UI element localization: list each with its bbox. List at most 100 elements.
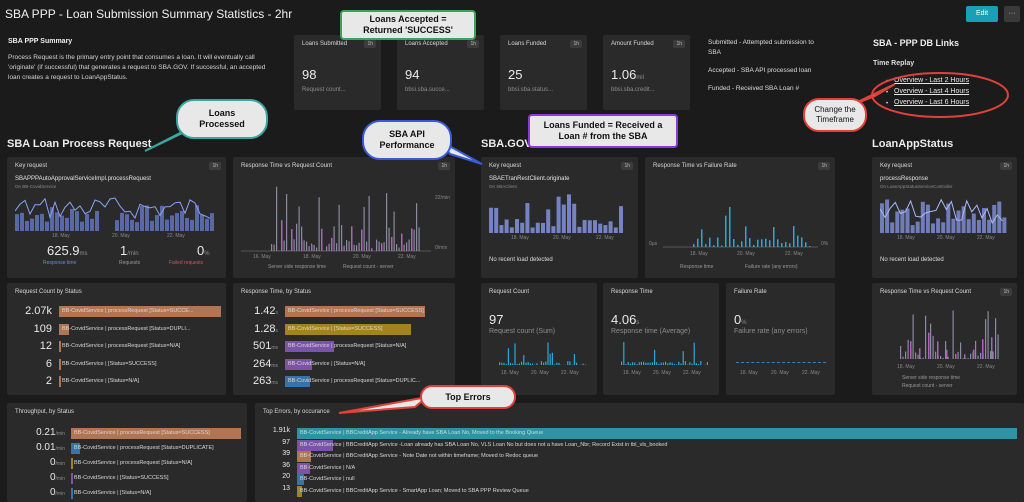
no-load-text: No recent load detected [880, 257, 944, 263]
timeframe-badge: 1h [1000, 162, 1012, 170]
table-row[interactable]: 109 BB-CovidService | processRequest [St… [7, 323, 226, 336]
request-count-bar [338, 204, 340, 251]
table-row[interactable]: 97 BB-CovidService | BBCreditApp Service… [255, 439, 1024, 452]
row-bar [297, 428, 1017, 439]
row-value: 20 [282, 473, 290, 480]
legend-requests: Requests [119, 260, 141, 266]
request-count-bar [985, 319, 987, 359]
rt-vs-count-tile-1[interactable]: Response Time vs Request Count 1h 22/min… [233, 157, 455, 278]
request-count-bar [518, 363, 520, 365]
table-row[interactable]: 6 BB-CovidService | [Status=SUCCESS] [7, 358, 226, 371]
row-bar [285, 376, 311, 387]
table-row[interactable]: 0/min BB-CovidService | [Status=SUCCESS] [7, 472, 247, 485]
y-axis-right: 0% [821, 241, 829, 247]
table-row[interactable]: 36 BB-CovidService | N/A [255, 462, 1024, 475]
tile-title: Throughput, by Status [15, 409, 75, 415]
row-bar [285, 341, 334, 352]
section-sba-loan-process: SBA Loan Process Request [7, 138, 152, 150]
request-count-bar [967, 357, 969, 359]
table-row[interactable]: 0/min BB-CovidService | [Status=N/A] [7, 487, 247, 500]
kpi-tile[interactable]: Loans Accepted 1h 94 bbsi.sba.succe... [397, 35, 484, 110]
table-row[interactable]: 39 BB-CovidService | BBCreditApp Service… [255, 450, 1024, 463]
table-row[interactable]: 501ms BB-CovidService | processRequest [… [233, 340, 455, 353]
response-time-tile[interactable]: Response Time 4.06s Response time (Avera… [603, 283, 719, 395]
row-bar [71, 428, 241, 439]
response-time-bar [321, 228, 323, 251]
kpi-tile[interactable]: Amount Funded 1h 1.06mil bbsi.sba.credit… [603, 35, 690, 110]
request-count-bar [912, 314, 914, 359]
callout-loans-funded: Loans Funded = Received a Loan # from th… [528, 114, 678, 148]
request-bar [525, 203, 530, 233]
kpi-tile[interactable]: Loans Submitted 1h 98 Request count... [294, 35, 381, 110]
count-by-status-tile[interactable]: Request Count by Status 2.07k BB-CovidSe… [7, 283, 226, 395]
table-row[interactable]: 2 BB-CovidService | [Status=N/A] [7, 375, 226, 388]
kpi-tile[interactable]: Loans Funded 1h 25 bbsi.sba.status... [500, 35, 587, 110]
response-time-bar [785, 241, 787, 247]
request-bar [541, 222, 545, 233]
link-overview-4h[interactable]: Overview - Last 4 Hours [894, 88, 970, 95]
link-overview-2h[interactable]: Overview - Last 2 Hours [894, 77, 970, 84]
response-time-bar [656, 362, 658, 365]
failure-rate-sub: Failure rate (any errors) [734, 328, 808, 335]
legend-request-count: Request count - server [902, 383, 953, 389]
table-row[interactable]: 20 BB-CovidService | null [255, 473, 1024, 486]
table-row[interactable]: 0.01/min BB-CovidService | processReques… [7, 442, 247, 455]
table-row[interactable]: 0/min BB-CovidService | processRequest [… [7, 457, 247, 470]
row-label: BB-CovidService | BBCreditApp Service - … [300, 453, 539, 459]
request-bar [587, 220, 592, 233]
key-request-bars [489, 194, 623, 233]
request-count-bar [995, 318, 997, 359]
table-row[interactable]: 13 BB-CovidService | BBCreditApp Service… [255, 485, 1024, 498]
key-request-tile-1[interactable]: Key request 1h SBAPPPAutoApprovalService… [7, 157, 226, 278]
rt-vs-failure-tile[interactable]: Response Time vs Failure Rate 1h 0μs 0% … [645, 157, 835, 278]
top-errors-tile[interactable]: Top Errors, by occurance 1.91k BB-CovidS… [255, 403, 1024, 502]
request-count-bar [278, 250, 280, 251]
request-bar [976, 219, 981, 233]
table-row[interactable]: 1.42s BB-CovidService | processRequest [… [233, 305, 455, 318]
request-count-bar [323, 250, 325, 251]
response-time-bar [773, 227, 775, 247]
request-count-tile[interactable]: Request Count 97 Request count (Sum) 18.… [481, 283, 597, 395]
request-count-bar [296, 223, 298, 251]
response-time-bar [991, 337, 993, 359]
request-count-bar [952, 310, 954, 359]
response-time-bar [777, 239, 779, 247]
link-overview-6h[interactable]: Overview - Last 6 Hours [894, 99, 970, 106]
table-row[interactable]: 263ms BB-CovidService | processRequest [… [233, 375, 455, 388]
throughput-tile[interactable]: Throughput, by Status 0.21/min BB-CovidS… [7, 403, 247, 502]
request-count-value: 97 [489, 312, 504, 327]
table-row[interactable]: 12 BB-CovidService | processRequest [Sta… [7, 340, 226, 353]
key-request-tile-2[interactable]: Key request 1h SBAETranRestClient.origin… [481, 157, 638, 278]
response-time-bar [629, 363, 631, 365]
request-count-bar [316, 247, 318, 251]
rt-by-status-tile[interactable]: Response Time, by Status 1.42s BB-CovidS… [233, 283, 455, 395]
request-count-bar [942, 357, 944, 359]
callout-top-errors: Top Errors [420, 385, 516, 409]
x-axis-label: 18. May [690, 251, 708, 257]
request-bar [509, 227, 514, 233]
rt-vs-count-tile-2[interactable]: Response Time vs Request Count 1h 18. Ma… [872, 283, 1017, 395]
table-row[interactable]: 1.91k BB-CovidService | BBCreditApp Serv… [255, 427, 1024, 440]
table-row[interactable]: 2.07k BB-CovidService | processRequest [… [7, 305, 226, 318]
request-bar [50, 207, 54, 231]
request-count-bar [549, 353, 551, 365]
x-axis-label: 20. May [353, 254, 371, 260]
response-time-bar [636, 364, 638, 365]
table-row[interactable]: 1.28s BB-CovidService | [Status=SUCCESS] [233, 323, 455, 336]
request-count-bar [525, 362, 527, 365]
legend-failure-rate: Failure rate (any errors) [745, 264, 798, 270]
table-row[interactable]: 0.21/min BB-CovidService | processReques… [7, 427, 247, 440]
request-bar [120, 212, 124, 231]
response-time-bar [805, 242, 807, 247]
response-time-bar [741, 241, 743, 247]
request-bar [80, 221, 84, 231]
response-time-bar [695, 363, 697, 365]
more-options-button[interactable]: ··· [1004, 6, 1020, 22]
key-request-tile-3[interactable]: Key request 1h processResponse On LoanAp… [872, 157, 1017, 278]
failure-rate-tile[interactable]: Failure Rate 0% Failure rate (any errors… [726, 283, 835, 395]
request-bar [582, 219, 587, 233]
accepted-legend: Accepted - SBA API processed loan [708, 67, 812, 74]
edit-button[interactable]: Edit [966, 6, 998, 22]
table-row[interactable]: 264ms BB-CovidService | [Status=N/A] [233, 358, 455, 371]
tile-title: Request Count by Status [15, 289, 82, 295]
